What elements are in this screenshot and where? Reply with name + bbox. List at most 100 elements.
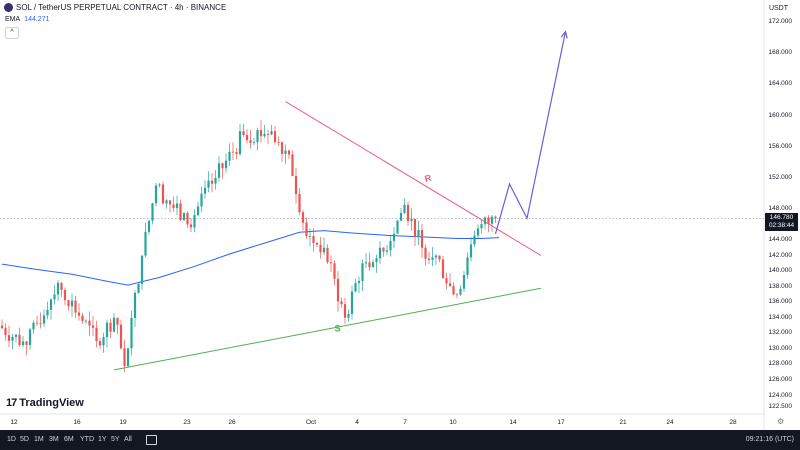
utc-clock[interactable]: 09:21:16 (UTC)	[745, 436, 794, 443]
candle-body	[231, 151, 235, 153]
candle-body	[70, 300, 74, 307]
candle-body	[266, 134, 270, 135]
candle-body	[11, 336, 14, 341]
candle-body	[329, 262, 333, 264]
candle-body	[67, 300, 70, 307]
y-tick-label: 160.000	[768, 111, 793, 119]
candle-body	[102, 337, 105, 346]
candle-body	[469, 244, 473, 258]
price-chart[interactable]: RS	[0, 0, 800, 430]
candle-body	[235, 152, 238, 155]
candle-body	[60, 282, 63, 290]
candle-body	[249, 140, 252, 143]
y-tick-label: 168.000	[768, 49, 793, 57]
timeframe-button-1m[interactable]: 1M	[34, 436, 44, 443]
timeframe-button-6m[interactable]: 6M	[64, 436, 74, 443]
candle-body	[357, 280, 361, 284]
candle-body	[119, 324, 123, 349]
candle-body	[308, 236, 312, 237]
y-tick-label: 128.000	[768, 360, 793, 368]
ema-legend[interactable]: EMA 144.271	[5, 16, 49, 23]
y-tick-label: 136.000	[768, 298, 793, 306]
candle-body	[203, 187, 207, 194]
candle-body	[116, 317, 119, 325]
calendar-icon[interactable]	[146, 435, 157, 445]
timeframe-button-all[interactable]: All	[124, 436, 132, 443]
candle-body	[123, 348, 126, 366]
collapse-legend-button[interactable]: ^	[5, 27, 19, 39]
timeframe-button-3m[interactable]: 3M	[49, 436, 59, 443]
candle-body	[287, 150, 291, 155]
candle-body	[56, 282, 60, 295]
timeframe-button-5y[interactable]: 5Y	[111, 436, 120, 443]
candle-body	[312, 236, 315, 243]
candle-body	[74, 300, 77, 313]
candle-body	[375, 258, 378, 263]
candle-body	[14, 334, 18, 337]
ema-curve	[1, 230, 500, 286]
candle-body	[445, 278, 448, 284]
candle-body	[242, 131, 245, 135]
x-tick-label: 4	[355, 419, 359, 426]
candle-body	[371, 262, 375, 268]
candle-body	[270, 131, 273, 135]
x-tick-label: 21	[619, 419, 627, 426]
candle-body	[221, 163, 224, 169]
candle-body	[105, 322, 109, 338]
candle-body	[130, 317, 133, 349]
candle-body	[81, 315, 84, 322]
candle-body	[476, 228, 480, 236]
x-tick-label: 19	[119, 419, 127, 426]
candle-body	[427, 258, 431, 260]
candle-body	[77, 312, 81, 316]
candle-body	[347, 313, 350, 318]
candle-body	[126, 348, 130, 366]
candle-body	[438, 255, 441, 260]
timeframe-button-1y[interactable]: 1Y	[98, 436, 107, 443]
candle-body	[0, 325, 4, 329]
y-tick-label: 126.000	[768, 376, 793, 383]
timeframe-button-ytd[interactable]: YTD	[80, 436, 94, 443]
support-line[interactable]	[113, 287, 542, 371]
candle-body	[431, 257, 434, 260]
candle-body	[228, 151, 231, 161]
ema-line	[1, 230, 500, 286]
timeframe-button-5d[interactable]: 5D	[20, 436, 29, 443]
candle-body	[364, 262, 368, 264]
tradingview-logo[interactable]: 17 TradingView	[6, 397, 84, 409]
candle-body	[294, 175, 298, 195]
candle-body	[284, 150, 287, 154]
y-tick-label: 144.000	[768, 236, 793, 243]
candle-body	[452, 286, 455, 295]
currency-label[interactable]: USDT	[768, 5, 788, 12]
resistance-label: R	[424, 172, 433, 183]
symbol-title[interactable]: SOL / TetherUS PERPETUAL CONTRACT · 4h ·…	[16, 3, 227, 12]
candle-body	[21, 341, 25, 346]
candle-body	[273, 131, 277, 143]
candle-body	[354, 283, 357, 292]
candle-body	[403, 205, 406, 214]
trend-drawings[interactable]: RS	[113, 30, 568, 371]
y-tick-label: 152.000	[768, 173, 793, 181]
candle-body	[291, 154, 294, 176]
candle-body	[322, 247, 326, 253]
candle-body	[333, 263, 336, 279]
candle-body	[480, 224, 483, 229]
y-tick-label: 172.000	[768, 18, 793, 26]
timeframe-button-1d[interactable]: 1D	[7, 436, 16, 443]
candle-body	[49, 299, 53, 310]
candle-body	[326, 247, 329, 263]
candle-body	[4, 328, 7, 336]
x-tick-label: 23	[183, 419, 191, 426]
candle-body	[459, 288, 462, 295]
candle-body	[161, 184, 165, 204]
projection-path[interactable]	[494, 31, 567, 234]
resistance-line[interactable]	[285, 101, 542, 256]
candle-body	[455, 294, 459, 296]
x-tick-label: 16	[73, 419, 81, 426]
gear-icon[interactable]: ⚙	[777, 417, 785, 426]
candle-body	[28, 329, 32, 345]
candle-body	[224, 160, 228, 169]
candle-body	[413, 218, 417, 237]
candle-body	[361, 263, 364, 281]
